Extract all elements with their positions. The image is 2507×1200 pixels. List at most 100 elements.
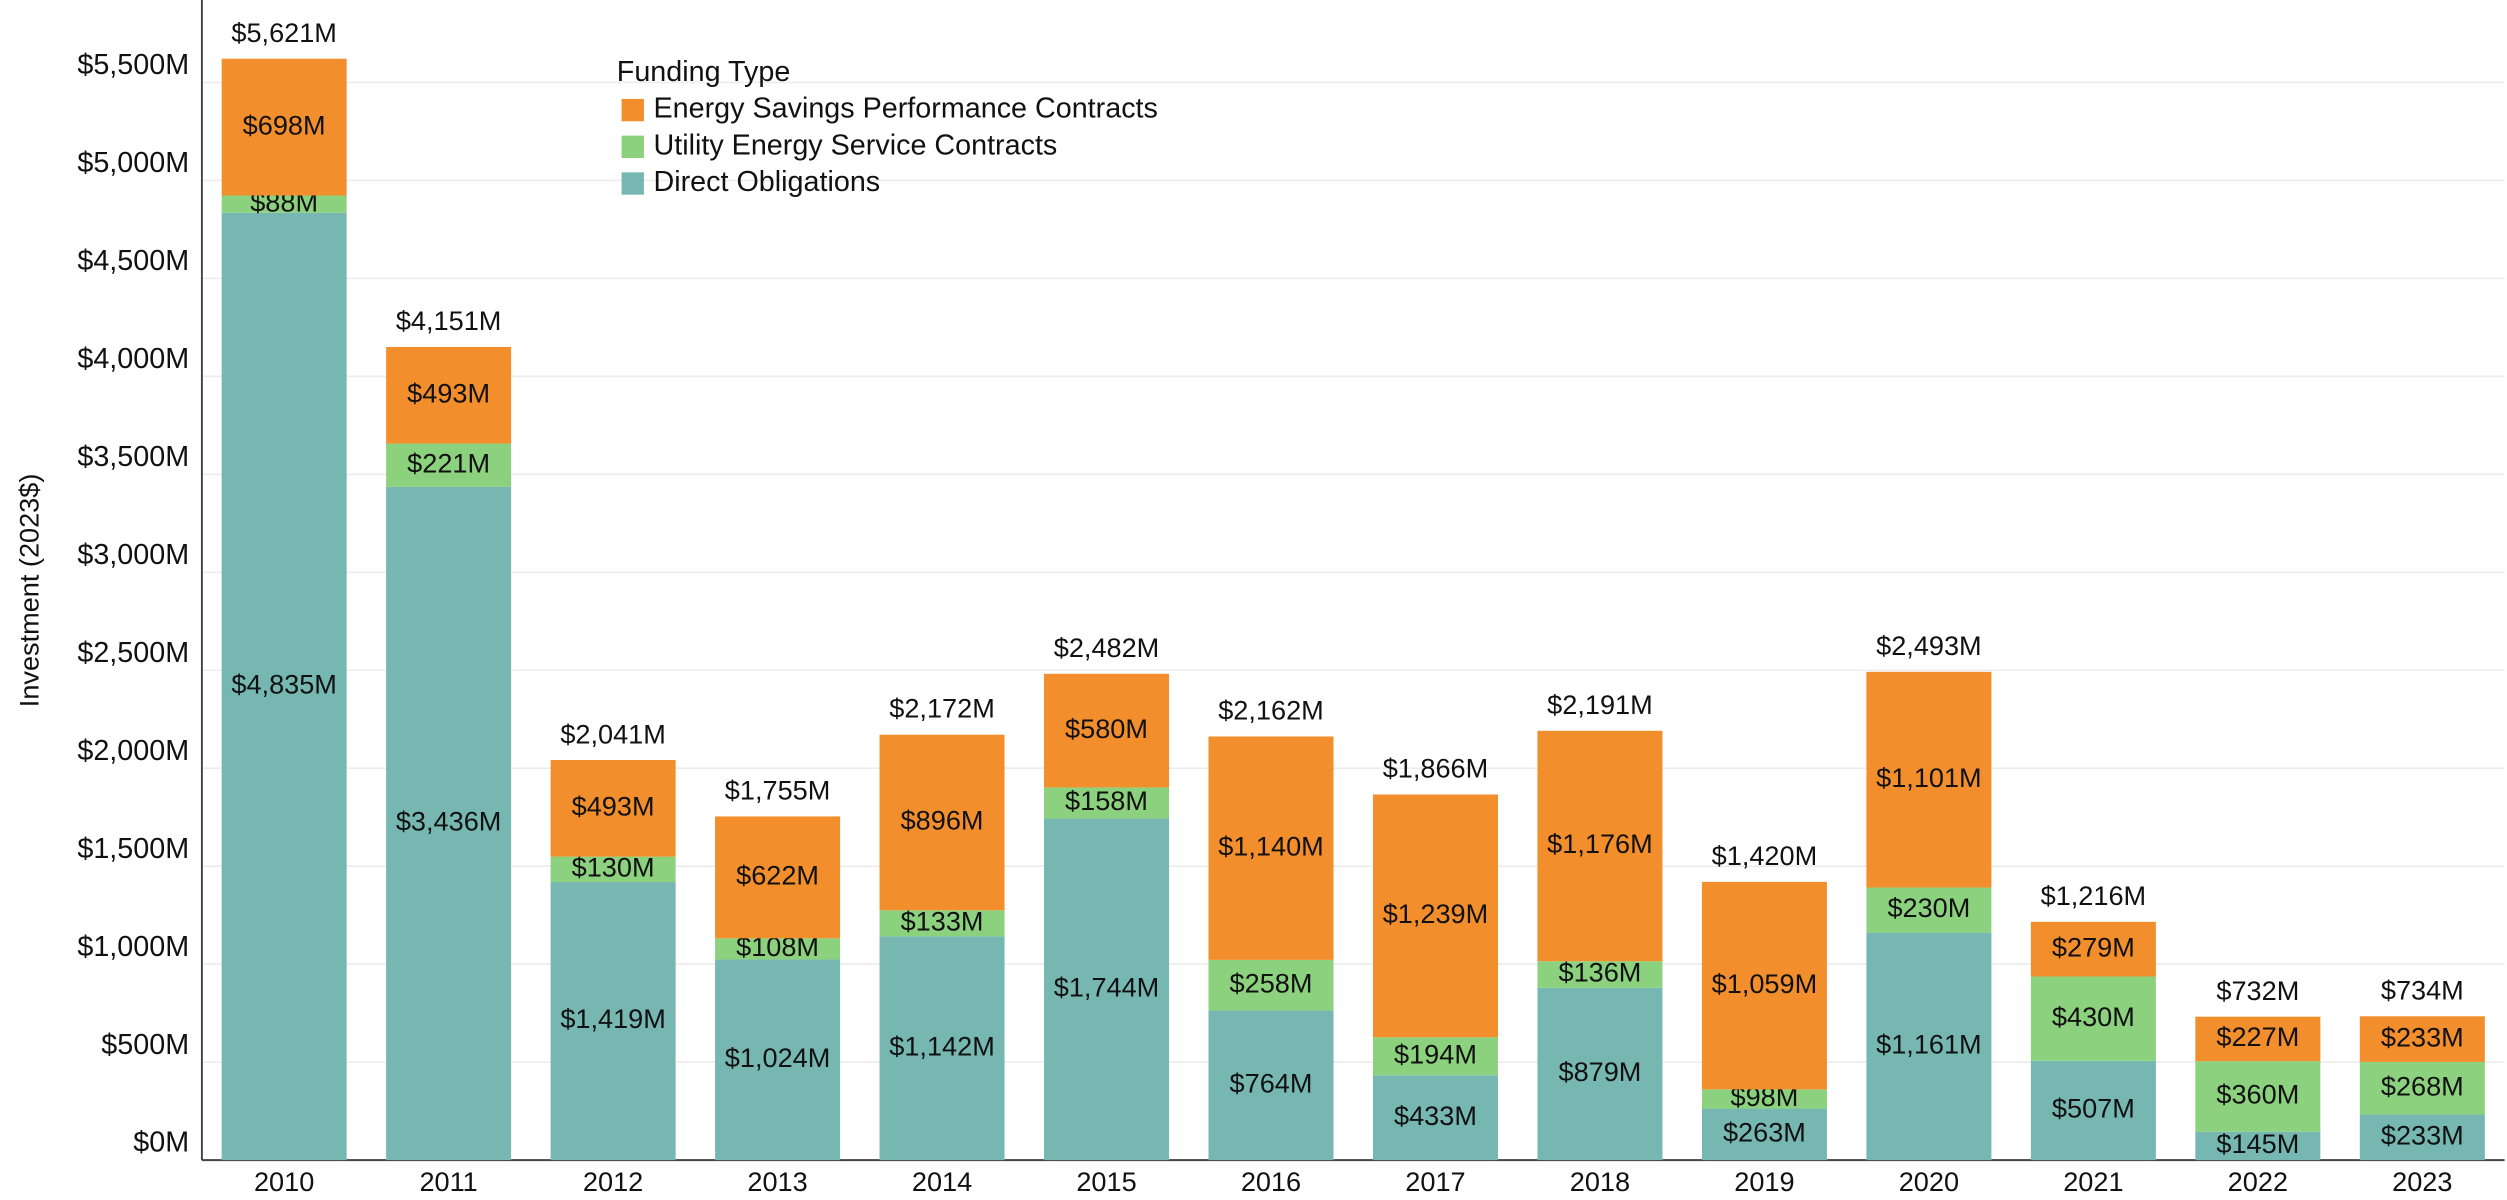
bar-segment — [1866, 932, 1992, 1161]
value-label: $580M — [1065, 713, 1148, 744]
bar-segment — [1208, 736, 1334, 960]
legend-label: Energy Savings Performance Contracts — [654, 93, 1158, 125]
value-label: $622M — [736, 860, 819, 891]
value-label: $1,101M — [1876, 762, 1982, 793]
value-label: $1,059M — [1712, 968, 1817, 999]
value-label: $433M — [1394, 1100, 1477, 1131]
value-label: $233M — [2381, 1021, 2464, 1052]
bar-segment — [2359, 1114, 2485, 1161]
value-label: $130M — [572, 851, 655, 882]
x-tick-label: 2021 — [2063, 1166, 2123, 1197]
value-label: $1,140M — [1218, 830, 1324, 861]
value-label: $1,024M — [725, 1042, 830, 1073]
bar-segment — [2030, 976, 2156, 1061]
y-axis-label: Investment (2023$) — [13, 474, 44, 708]
bar-segment — [1208, 959, 1334, 1011]
y-tick-label: $500M — [101, 1029, 189, 1061]
value-label: $136M — [1559, 957, 1642, 988]
bar-segment — [221, 195, 347, 213]
bar-segment — [1044, 818, 1170, 1161]
total-label: $1,216M — [2041, 880, 2146, 911]
bar-segment — [386, 443, 512, 487]
x-tick-label: 2015 — [1076, 1166, 1136, 1197]
x-tick-label: 2023 — [2392, 1166, 2452, 1197]
value-label: $4,835M — [231, 669, 336, 700]
x-tick-label: 2013 — [747, 1166, 807, 1197]
total-label: $5,621M — [231, 17, 336, 48]
total-label: $1,420M — [1712, 840, 1817, 871]
bar-segment — [1866, 671, 1992, 888]
bar-segment — [550, 856, 676, 883]
x-tick-label: 2016 — [1241, 1166, 1301, 1197]
total-label: $2,172M — [889, 693, 995, 724]
bar-segment — [1701, 1089, 1827, 1109]
bar-segment — [1537, 987, 1663, 1161]
y-tick-label: $2,000M — [77, 735, 189, 767]
bar-segment — [2030, 921, 2156, 977]
value-label: $268M — [2381, 1070, 2464, 1101]
x-tick-label: 2020 — [1899, 1166, 1959, 1197]
x-tick-label: 2012 — [583, 1166, 643, 1197]
y-tick-label: $4,500M — [77, 245, 189, 277]
y-tick-label: $4,000M — [77, 343, 189, 375]
value-label: $1,161M — [1876, 1029, 1982, 1060]
bar-segment — [1866, 887, 1992, 933]
bar-segment — [1537, 961, 1663, 988]
legend-title: Funding Type — [617, 56, 791, 88]
x-tick-label: 2022 — [2228, 1166, 2288, 1197]
bar-segment — [1372, 794, 1498, 1038]
value-label: $230M — [1887, 892, 1970, 923]
value-label: $263M — [1723, 1116, 1806, 1147]
value-label: $279M — [2052, 931, 2135, 962]
value-label: $493M — [572, 790, 655, 821]
x-tick-label: 2014 — [912, 1166, 972, 1197]
bar-segment — [550, 759, 676, 857]
total-label: $2,041M — [560, 718, 666, 749]
bar-segment — [550, 882, 676, 1161]
bar-segment — [2030, 1060, 2156, 1161]
value-label: $145M — [2216, 1128, 2299, 1159]
y-tick-label: $1,000M — [77, 931, 189, 963]
y-tick-label: $0M — [133, 1127, 189, 1159]
bar-segment — [2359, 1061, 2485, 1115]
value-label: $233M — [2381, 1119, 2464, 1150]
total-label: $2,493M — [1876, 630, 1982, 661]
value-label: $1,176M — [1547, 828, 1652, 859]
total-label: $2,162M — [1218, 695, 1324, 726]
total-label: $734M — [2381, 975, 2464, 1006]
bar-segment — [715, 959, 841, 1161]
total-label: $2,482M — [1054, 632, 1160, 663]
value-label: $896M — [901, 805, 984, 836]
bar-segment — [715, 816, 841, 939]
bar-segment — [386, 486, 512, 1161]
value-label: $1,419M — [560, 1003, 666, 1034]
value-label: $698M — [243, 109, 326, 140]
bar-segment — [879, 910, 1005, 937]
bar-segment — [1701, 881, 1827, 1090]
bar-segment — [1044, 673, 1170, 788]
total-label: $732M — [2216, 975, 2299, 1006]
bar-segment — [1372, 1037, 1498, 1076]
total-label: $1,755M — [725, 774, 830, 805]
bar-segment — [221, 58, 347, 196]
legend-swatch — [621, 98, 644, 122]
value-label: $258M — [1230, 967, 1313, 998]
total-label: $2,191M — [1547, 689, 1652, 720]
value-label: $507M — [2052, 1093, 2135, 1124]
value-label: $1,744M — [1054, 971, 1160, 1002]
y-tick-label: $3,500M — [77, 441, 189, 473]
y-tick-label: $5,500M — [77, 49, 189, 81]
value-label: $133M — [901, 905, 984, 936]
bar-segment — [879, 734, 1005, 911]
value-label: $493M — [407, 377, 490, 408]
value-label: $360M — [2216, 1079, 2299, 1110]
legend-label: Utility Energy Service Contracts — [654, 129, 1058, 161]
legend-label: Direct Obligations — [654, 166, 881, 198]
x-tick-label: 2017 — [1405, 1166, 1465, 1197]
bar-segment — [2195, 1131, 2321, 1161]
legend-swatch — [621, 172, 644, 195]
value-label: $430M — [2052, 1001, 2135, 1032]
x-tick-label: 2010 — [254, 1166, 314, 1197]
